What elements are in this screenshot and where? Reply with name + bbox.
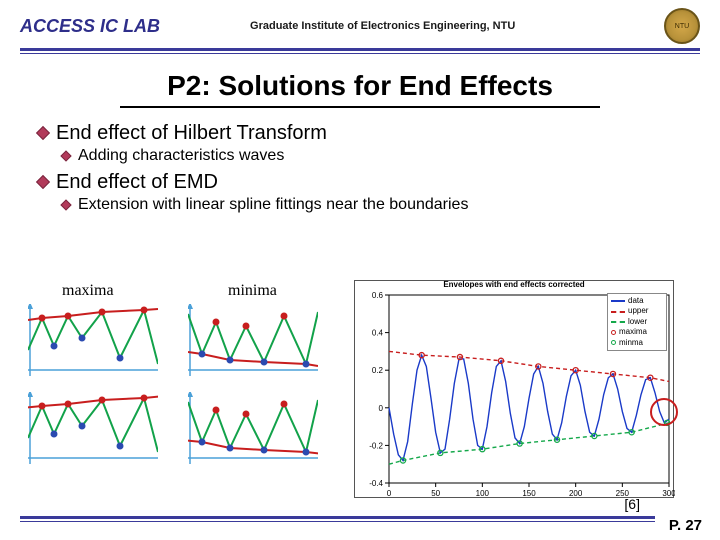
- svg-text:50: 50: [431, 489, 440, 498]
- bullet-list: End effect of Hilbert Transform Adding c…: [0, 122, 720, 214]
- chart-legend: dataupperlowermaximaminma: [607, 293, 667, 351]
- lab-name: ACCESS IC LAB: [20, 16, 160, 37]
- chart-title: Envelopes with end effects corrected: [355, 280, 673, 289]
- svg-text:0.4: 0.4: [372, 329, 384, 338]
- diamond-bullet-icon: [36, 175, 50, 189]
- bullet-text: End effect of Hilbert Transform: [56, 122, 327, 145]
- mini-chart-maxima-ext: [28, 392, 158, 464]
- svg-text:-0.2: -0.2: [369, 441, 383, 450]
- bullet-text: Adding characteristics waves: [78, 147, 284, 165]
- bullet-level1: End effect of Hilbert Transform: [38, 122, 682, 145]
- diagram-area: maxima minima Envelopes with end effects…: [28, 282, 692, 502]
- bullet-text: Extension with linear spline fittings ne…: [78, 196, 468, 214]
- svg-text:150: 150: [522, 489, 536, 498]
- bullet-level2: Extension with linear spline fittings ne…: [62, 196, 682, 214]
- bullet-level2: Adding characteristics waves: [62, 147, 682, 165]
- page-number: P. 27: [669, 517, 702, 534]
- main-envelope-chart: Envelopes with end effects corrected 0 50…: [354, 280, 674, 498]
- bullet-level1: End effect of EMD: [38, 171, 682, 194]
- svg-text:0: 0: [379, 404, 384, 413]
- svg-text:300: 300: [662, 489, 675, 498]
- diamond-bullet-icon: [60, 199, 71, 210]
- svg-text:0: 0: [387, 489, 392, 498]
- mini-chart-maxima: [28, 304, 158, 376]
- footer-rule: [20, 516, 655, 522]
- highlight-circle: [650, 398, 678, 426]
- minima-label: minima: [228, 282, 277, 300]
- svg-text:0.6: 0.6: [372, 291, 384, 300]
- ntu-logo: NTU: [664, 8, 700, 44]
- title-underline: [120, 106, 600, 108]
- svg-text:100: 100: [476, 489, 490, 498]
- header-rule: [0, 48, 720, 54]
- bullet-text: End effect of EMD: [56, 171, 218, 194]
- svg-text:-0.4: -0.4: [369, 479, 383, 488]
- citation: [6]: [624, 496, 640, 512]
- mini-chart-minima: [188, 304, 318, 376]
- diamond-bullet-icon: [60, 150, 71, 161]
- slide-header: ACCESS IC LAB Graduate Institute of Elec…: [0, 0, 720, 48]
- mini-chart-minima-ext: [188, 392, 318, 464]
- institute-name: Graduate Institute of Electronics Engine…: [250, 20, 664, 32]
- maxima-label: maxima: [62, 282, 114, 300]
- diamond-bullet-icon: [36, 126, 50, 140]
- svg-text:0.2: 0.2: [372, 366, 384, 375]
- svg-text:200: 200: [569, 489, 583, 498]
- slide-title: P2: Solutions for End Effects: [0, 70, 720, 102]
